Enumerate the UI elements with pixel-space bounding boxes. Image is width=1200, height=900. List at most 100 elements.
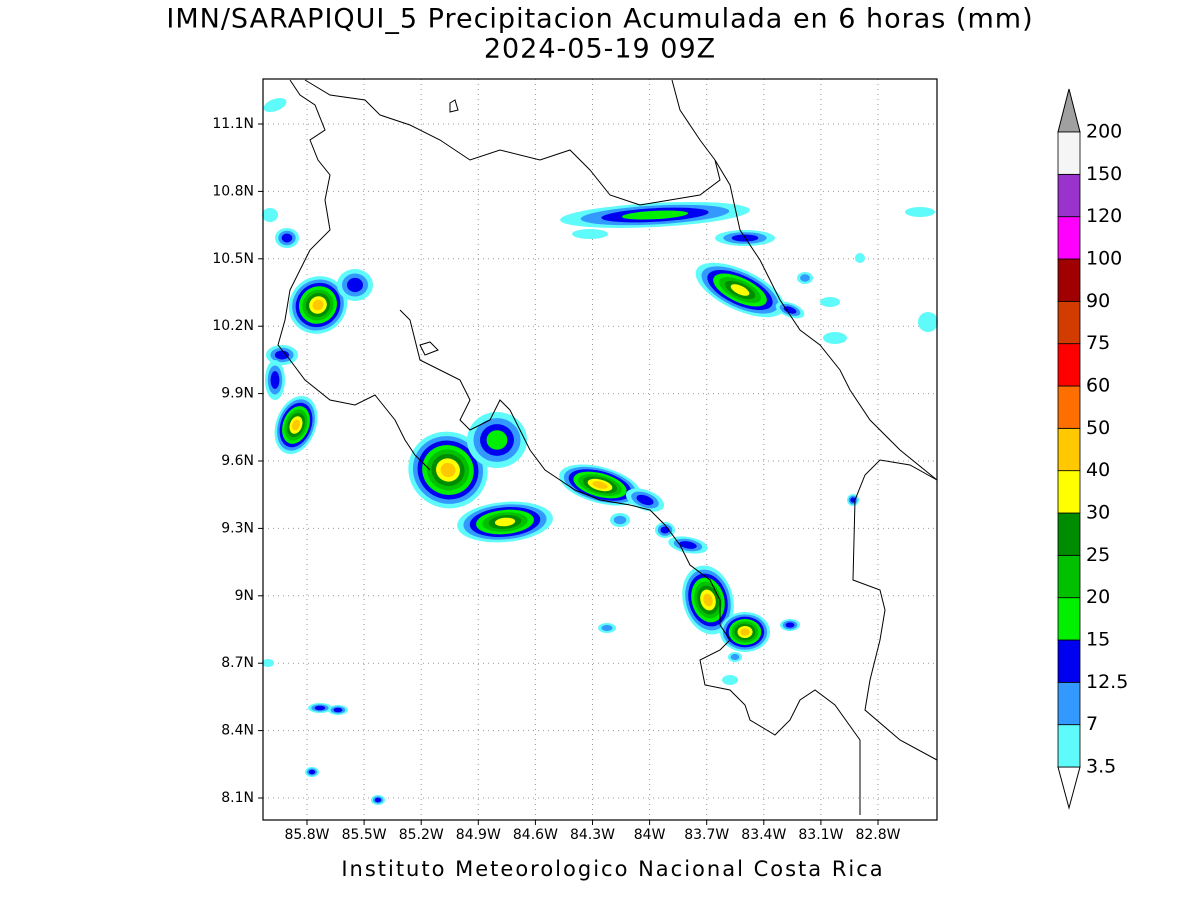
precip-contour [613, 515, 627, 525]
precip-contour [785, 622, 795, 628]
island [419, 99, 459, 356]
precip-contour [270, 371, 280, 389]
colorbar-label: 30 [1086, 502, 1110, 524]
precip-contour [572, 229, 608, 239]
colorbar-label: 3.5 [1086, 756, 1116, 778]
subtitle: 2024-05-19 09Z [484, 34, 716, 65]
lon-label: 82.8W [855, 827, 900, 843]
precip-contour [592, 481, 608, 489]
precip-contour [740, 628, 750, 636]
colorbar-label: 7 [1086, 713, 1098, 735]
map-background [263, 79, 937, 820]
colorbar-label: 150 [1086, 163, 1122, 185]
colorbar-band [1057, 512, 1081, 556]
colorbar-band [1057, 385, 1081, 429]
lon-label: 84W [634, 827, 666, 843]
colorbar-band [1057, 131, 1081, 175]
precip-contour [703, 593, 713, 607]
precip-contour [918, 312, 938, 332]
precip-contour [800, 274, 810, 282]
precip-contour [333, 707, 343, 713]
precip-contour [601, 624, 613, 632]
lon-label: 85.5W [342, 827, 387, 843]
lat-label: 11.1N [212, 116, 254, 132]
precip-contour [820, 297, 840, 307]
colorbar-label: 60 [1086, 375, 1110, 397]
colorbar-label: 90 [1086, 290, 1110, 312]
lon-label: 84.9W [456, 827, 501, 843]
precip-contour [660, 526, 670, 534]
lat-label: 9.9N [221, 386, 254, 402]
precip-contour [855, 253, 865, 263]
colorbar-label: 25 [1086, 544, 1110, 566]
coastline [399, 309, 861, 815]
precip-contour [347, 277, 363, 293]
colorbar-band [1057, 724, 1081, 768]
colorbar-label: 100 [1086, 248, 1122, 270]
lat-label: 9N [235, 588, 254, 604]
precip-contour [730, 284, 750, 296]
colorbar-band [1057, 173, 1081, 218]
precip-contour [679, 541, 697, 549]
precipitation-field [262, 98, 938, 805]
colorbar-band [1057, 216, 1081, 260]
colorbar-label: 20 [1086, 586, 1110, 608]
colorbar-label: 15 [1086, 629, 1110, 651]
precip-contour [494, 517, 516, 527]
footer: Instituto Meteorologico Nacional Costa R… [341, 857, 884, 881]
precip-contour [486, 430, 508, 450]
lon-label: 85.2W [399, 827, 444, 843]
precip-contour [262, 659, 274, 667]
precip-contour [274, 350, 290, 360]
precip-contour [312, 299, 324, 311]
colorbar-label: 12.5 [1086, 671, 1128, 693]
lat-label: 10.2N [212, 318, 254, 334]
coastline [277, 79, 431, 471]
coastline [304, 79, 938, 481]
lon-label: 83.1W [798, 827, 843, 843]
precip-contour [440, 462, 456, 478]
lat-label: 9.3N [221, 520, 254, 536]
precip-contour [292, 419, 300, 431]
colorbar-band [1057, 597, 1081, 641]
lat-label: 9.6N [221, 453, 254, 469]
colorbar-band [1057, 639, 1081, 683]
colorbar-label: 75 [1086, 332, 1110, 354]
title: IMN/SARAPIQUI_5 Precipitacion Acumulada … [166, 4, 1033, 35]
colorbar: 3.5 7 12.5 15 20 25 30 40 50 60 75 90 100 120 150 200 [1057, 88, 1128, 810]
colorbar-label: 50 [1086, 417, 1110, 439]
precip-contour [622, 210, 688, 220]
lat-label: 8.4N [221, 723, 254, 739]
precip-contour [314, 705, 326, 711]
colorbar-band [1057, 343, 1081, 387]
precip-contour [636, 494, 654, 506]
border [671, 79, 938, 761]
colorbar-over [1057, 88, 1081, 133]
colorbar-label: 200 [1086, 121, 1122, 143]
precip-contour [783, 306, 797, 314]
precip-contour [730, 653, 740, 661]
colorbar-band [1057, 300, 1081, 345]
lon-label: 83.7W [684, 827, 729, 843]
coastlines [277, 79, 938, 815]
lon-label: 83.4W [741, 827, 786, 843]
lat-label: 10.8N [212, 183, 254, 199]
precip-contour [823, 332, 847, 344]
precip-contour [262, 208, 278, 222]
lon-label: 84.3W [570, 827, 615, 843]
lon-label: 84.6W [513, 827, 558, 843]
colorbar-label: 120 [1086, 205, 1122, 227]
colorbar-label: 40 [1086, 459, 1110, 481]
precip-contour [850, 497, 856, 503]
lon-label: 85.8W [284, 827, 329, 843]
precip-contour [374, 797, 382, 803]
lat-label: 10.5N [212, 251, 254, 267]
precip-contour [308, 769, 316, 775]
precip-contour [263, 98, 287, 112]
colorbar-band [1057, 681, 1081, 726]
lat-label: 8.1N [221, 790, 254, 806]
precip-contour [905, 207, 935, 217]
lat-label: 8.7N [221, 655, 254, 671]
colorbar-band [1057, 554, 1081, 599]
